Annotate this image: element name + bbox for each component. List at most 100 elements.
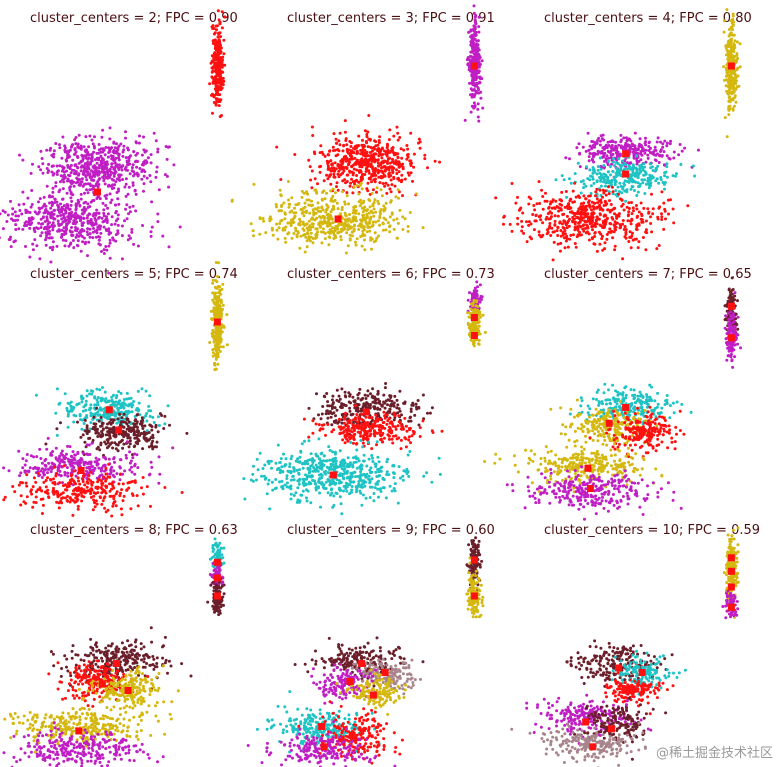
data-point (397, 178, 401, 182)
data-point (663, 187, 666, 191)
data-point (426, 166, 429, 170)
data-point (559, 241, 563, 245)
data-point (309, 231, 313, 235)
data-point (596, 168, 600, 172)
data-point (540, 188, 544, 192)
data-point (99, 441, 103, 445)
data-point (417, 137, 421, 141)
data-point (631, 169, 635, 173)
data-point (58, 143, 61, 147)
data-point (583, 227, 587, 230)
data-point (112, 457, 116, 461)
data-point (79, 182, 83, 186)
data-point (96, 171, 100, 175)
data-point (295, 233, 299, 237)
data-point (364, 216, 368, 220)
data-point (662, 150, 666, 154)
data-point (210, 334, 214, 338)
data-point (218, 98, 222, 102)
data-point (220, 312, 224, 316)
data-point (383, 184, 387, 188)
data-point (353, 156, 357, 160)
data-point (100, 430, 103, 434)
data-point (663, 171, 667, 175)
data-point (220, 10, 224, 14)
data-point (573, 200, 576, 204)
data-point (381, 153, 385, 156)
data-point (52, 172, 56, 176)
data-point (126, 238, 130, 242)
data-point (330, 163, 334, 166)
data-point (50, 170, 54, 174)
data-point (728, 98, 732, 102)
data-point (0, 236, 1, 240)
data-point (596, 165, 600, 169)
data-point (378, 214, 382, 218)
data-point (86, 157, 90, 161)
data-point (406, 152, 410, 156)
data-point (99, 468, 103, 472)
data-point (150, 200, 154, 204)
data-point (637, 185, 641, 188)
data-point (89, 460, 93, 464)
data-point (731, 12, 735, 16)
data-point (646, 207, 650, 211)
data-point (738, 65, 742, 69)
data-point (593, 145, 597, 149)
data-point (216, 35, 220, 39)
data-point (398, 136, 402, 139)
data-point (344, 221, 347, 224)
data-point (97, 238, 101, 242)
data-point (372, 145, 376, 149)
data-point (525, 240, 529, 244)
data-point (396, 155, 400, 159)
data-point (612, 163, 616, 167)
data-point (133, 189, 137, 193)
data-point (293, 214, 297, 218)
data-point (144, 159, 148, 163)
data-point (115, 151, 119, 155)
data-point (370, 247, 373, 251)
data-point (602, 180, 605, 184)
data-point (95, 151, 99, 155)
data-point (331, 187, 335, 191)
data-point (531, 213, 535, 216)
data-point (219, 338, 223, 342)
data-point (649, 146, 652, 150)
data-point (319, 144, 323, 148)
data-point (46, 436, 50, 440)
data-point (310, 217, 314, 221)
data-point (622, 136, 626, 140)
data-point (349, 141, 353, 145)
data-point (396, 138, 400, 142)
data-point (69, 196, 73, 200)
data-point (341, 190, 345, 194)
data-point (631, 238, 635, 242)
data-point (68, 165, 72, 169)
data-point (40, 476, 44, 479)
data-point (132, 430, 136, 434)
data-point (139, 431, 143, 435)
data-point (215, 40, 219, 44)
data-point (133, 472, 137, 476)
cluster-center-marker (586, 215, 594, 223)
data-point (583, 211, 587, 215)
data-point (54, 142, 58, 145)
data-point (116, 166, 120, 169)
data-point (208, 341, 212, 344)
data-point (92, 227, 95, 230)
data-point (219, 298, 223, 302)
data-point (349, 181, 353, 185)
data-point (27, 220, 30, 224)
data-point (124, 182, 128, 186)
data-point (43, 459, 47, 463)
data-point (101, 165, 105, 169)
data-point (630, 218, 634, 222)
data-point (31, 248, 35, 252)
data-point (216, 362, 220, 366)
data-point (369, 162, 373, 166)
data-point (380, 156, 384, 160)
data-point (56, 214, 60, 218)
data-point (291, 217, 295, 221)
data-point (647, 186, 651, 190)
